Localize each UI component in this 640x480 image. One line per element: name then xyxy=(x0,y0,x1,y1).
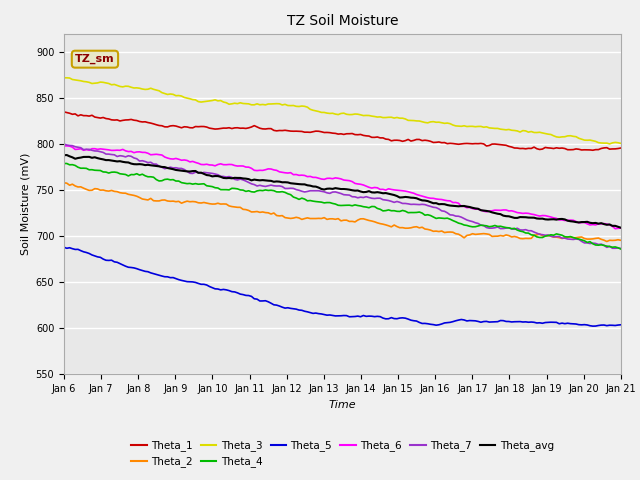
Theta_6 xyxy=(611,226,619,232)
Theta_6 xyxy=(572,218,580,224)
Theta_4 xyxy=(164,176,172,182)
Theta_avg xyxy=(63,152,70,158)
Theta_7 xyxy=(570,237,577,242)
Theta_4 xyxy=(60,161,68,167)
Theta_1 xyxy=(83,113,90,119)
Theta_6 xyxy=(617,225,625,231)
Theta_1 xyxy=(60,109,68,115)
Theta_4 xyxy=(589,241,596,247)
Theta_5 xyxy=(592,323,600,329)
Theta_5 xyxy=(164,274,172,280)
Theta_7 xyxy=(164,165,172,171)
Y-axis label: Soil Moisture (mV): Soil Moisture (mV) xyxy=(20,153,30,255)
Theta_2 xyxy=(93,186,101,192)
Theta_7 xyxy=(93,148,101,154)
Theta_6 xyxy=(592,222,600,228)
Theta_5 xyxy=(570,321,577,327)
Theta_5 xyxy=(93,254,101,260)
Theta_7 xyxy=(589,240,596,246)
Theta_5 xyxy=(589,323,596,329)
Theta_4 xyxy=(570,235,577,240)
Theta_4 xyxy=(209,184,216,190)
Legend: Theta_1, Theta_2, Theta_3, Theta_4, Theta_5, Theta_6, Theta_7, Theta_avg: Theta_1, Theta_2, Theta_3, Theta_4, Thet… xyxy=(127,436,558,471)
Theta_7 xyxy=(209,170,216,176)
Theta_1 xyxy=(589,147,596,153)
Theta_avg xyxy=(617,225,625,230)
Theta_6 xyxy=(166,156,174,162)
Theta_3 xyxy=(85,80,93,85)
Theta_1 xyxy=(592,147,600,153)
Theta_4 xyxy=(93,168,101,173)
X-axis label: Time: Time xyxy=(328,400,356,409)
Line: Theta_2: Theta_2 xyxy=(64,183,621,241)
Theta_3 xyxy=(63,75,70,81)
Theta_avg xyxy=(211,173,219,179)
Theta_3 xyxy=(617,141,625,146)
Theta_2 xyxy=(603,239,611,244)
Theta_2 xyxy=(83,186,90,192)
Line: Theta_7: Theta_7 xyxy=(64,144,621,248)
Theta_avg xyxy=(85,154,93,160)
Theta_1 xyxy=(617,145,625,151)
Theta_6 xyxy=(85,147,93,153)
Line: Theta_4: Theta_4 xyxy=(64,164,621,249)
Theta_2 xyxy=(164,198,172,204)
Theta_6 xyxy=(63,143,70,149)
Theta_6 xyxy=(60,143,68,149)
Theta_1 xyxy=(93,115,101,120)
Theta_avg xyxy=(166,166,174,171)
Theta_7 xyxy=(60,141,68,147)
Theta_avg xyxy=(592,220,600,226)
Theta_3 xyxy=(606,141,614,147)
Theta_5 xyxy=(83,250,90,255)
Theta_1 xyxy=(209,126,216,132)
Title: TZ Soil Moisture: TZ Soil Moisture xyxy=(287,14,398,28)
Theta_2 xyxy=(209,201,216,207)
Line: Theta_5: Theta_5 xyxy=(64,247,621,326)
Line: Theta_avg: Theta_avg xyxy=(64,155,621,228)
Theta_avg xyxy=(60,152,68,158)
Theta_2 xyxy=(570,235,577,240)
Text: TZ_sm: TZ_sm xyxy=(75,54,115,64)
Theta_3 xyxy=(211,97,219,103)
Theta_7 xyxy=(617,245,625,251)
Line: Theta_6: Theta_6 xyxy=(64,146,621,229)
Theta_3 xyxy=(592,139,600,144)
Theta_1 xyxy=(164,124,172,130)
Theta_2 xyxy=(60,180,68,186)
Theta_3 xyxy=(97,79,104,85)
Theta_avg xyxy=(97,156,104,162)
Theta_6 xyxy=(97,146,104,152)
Theta_1 xyxy=(570,147,577,153)
Line: Theta_3: Theta_3 xyxy=(64,78,621,144)
Theta_7 xyxy=(83,146,90,152)
Theta_2 xyxy=(617,238,625,243)
Theta_3 xyxy=(572,134,580,140)
Line: Theta_1: Theta_1 xyxy=(64,112,621,150)
Theta_2 xyxy=(589,236,596,242)
Theta_3 xyxy=(60,75,68,81)
Theta_5 xyxy=(60,244,68,250)
Theta_5 xyxy=(617,322,625,328)
Theta_5 xyxy=(209,285,216,290)
Theta_6 xyxy=(211,163,219,168)
Theta_3 xyxy=(166,91,174,97)
Theta_4 xyxy=(83,166,90,171)
Theta_4 xyxy=(617,246,625,252)
Theta_avg xyxy=(572,219,580,225)
